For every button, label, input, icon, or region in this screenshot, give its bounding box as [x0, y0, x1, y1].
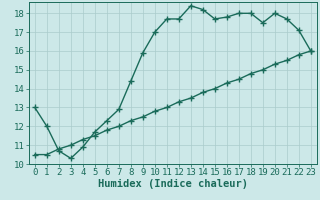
X-axis label: Humidex (Indice chaleur): Humidex (Indice chaleur)	[98, 179, 248, 189]
